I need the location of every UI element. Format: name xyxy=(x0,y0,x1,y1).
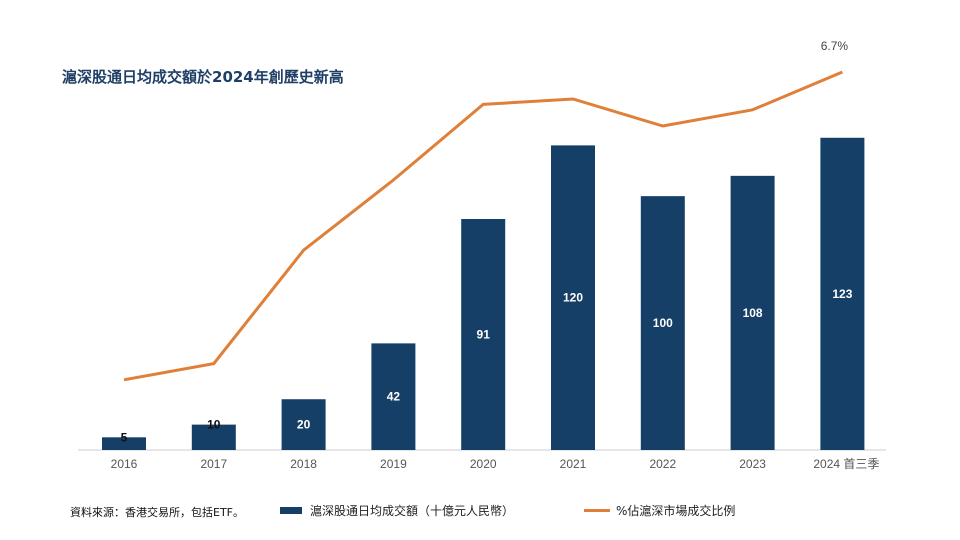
bar-series xyxy=(102,137,865,450)
x-tick-2022: 2022 xyxy=(649,457,676,471)
legend-item-line: %佔滬深市場成交比例 xyxy=(584,502,735,519)
bar-label-2016: 5 xyxy=(121,430,128,444)
bar-label-2020: 91 xyxy=(477,328,491,342)
x-tick-2016: 2016 xyxy=(111,457,138,471)
source-note: 資料來源：香港交易所，包括ETF。 xyxy=(70,506,244,519)
bar-2020 xyxy=(461,219,506,450)
x-tick-labels: 2016 2017 2018 2019 2020 2021 2022 2023 2024 首三季 xyxy=(111,457,880,471)
x-tick-2020: 2020 xyxy=(470,457,497,471)
legend-item-bar: 滬深股通日均成交額（十億元人民幣） xyxy=(280,502,514,519)
bar-2017 xyxy=(191,424,236,450)
bar-2019 xyxy=(371,343,416,450)
bar-2022 xyxy=(640,196,685,450)
legend-line-swatch xyxy=(584,509,610,512)
legend-line-label: %佔滬深市場成交比例 xyxy=(616,504,736,518)
line-value-labels: 6.7% xyxy=(821,39,849,53)
bar-2021 xyxy=(551,145,595,450)
x-tick-2018: 2018 xyxy=(290,457,317,471)
bar-label-2023: 108 xyxy=(743,306,763,320)
bar-label-2018: 20 xyxy=(297,418,311,432)
bar-label-2017: 10 xyxy=(207,418,221,432)
bar-2023 xyxy=(730,175,775,450)
bar-label-2021: 120 xyxy=(563,291,583,305)
bar-2016 xyxy=(102,437,146,450)
x-tick-2024: 2024 首三季 xyxy=(813,457,879,471)
bar-label-2022: 100 xyxy=(653,316,673,330)
x-tick-2023: 2023 xyxy=(739,457,766,471)
x-tick-2019: 2019 xyxy=(380,457,407,471)
chart-title: 滬深股通日均成交額於2024年創歷史新高 xyxy=(62,68,344,86)
line-label-2024: 6.7% xyxy=(821,39,849,53)
legend-bar-swatch xyxy=(280,507,302,514)
bar-2024 xyxy=(820,137,865,450)
bar-2018 xyxy=(281,399,326,450)
bar-value-labels: 5 10 20 42 91 120 100 108 123 xyxy=(121,287,853,444)
bar-label-2024: 123 xyxy=(832,287,852,301)
x-tick-2021: 2021 xyxy=(560,457,587,471)
legend-bar-label: 滬深股通日均成交額（十億元人民幣） xyxy=(310,504,515,518)
ratio-line xyxy=(123,70,843,382)
bar-label-2019: 42 xyxy=(387,390,401,404)
x-tick-2017: 2017 xyxy=(200,457,227,471)
